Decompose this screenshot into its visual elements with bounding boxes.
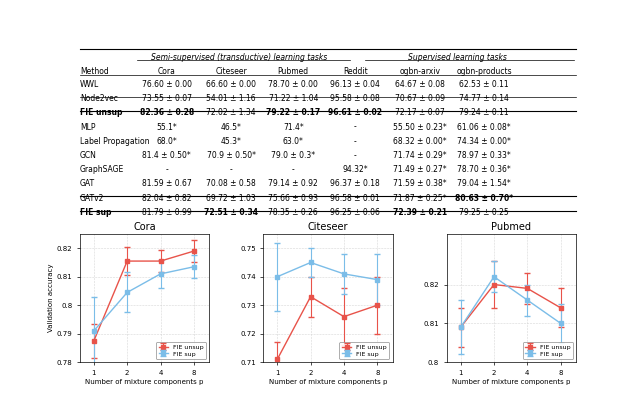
Text: 75.66 ± 0.93: 75.66 ± 0.93 bbox=[268, 194, 318, 203]
Text: 78.35 ± 0.26: 78.35 ± 0.26 bbox=[268, 208, 318, 217]
Text: 96.37 ± 0.18: 96.37 ± 0.18 bbox=[330, 179, 380, 188]
Text: Label Propagation: Label Propagation bbox=[80, 137, 150, 146]
Text: GraphSAGE: GraphSAGE bbox=[80, 165, 124, 174]
Text: 72.51 ± 0.34: 72.51 ± 0.34 bbox=[204, 208, 259, 217]
Text: 62.53 ± 0.11: 62.53 ± 0.11 bbox=[460, 80, 509, 89]
Text: GATv2: GATv2 bbox=[80, 194, 104, 203]
Text: 74.77 ± 0.14: 74.77 ± 0.14 bbox=[460, 94, 509, 103]
Text: ogbn-products: ogbn-products bbox=[456, 67, 512, 76]
Text: 79.25 ± 0.25: 79.25 ± 0.25 bbox=[460, 208, 509, 217]
Text: 64.67 ± 0.08: 64.67 ± 0.08 bbox=[395, 80, 445, 89]
Text: 71.87 ± 0.25*: 71.87 ± 0.25* bbox=[393, 194, 447, 203]
Text: 78.70 ± 0.36*: 78.70 ± 0.36* bbox=[458, 165, 511, 174]
Text: -: - bbox=[292, 165, 294, 174]
Text: 79.0 ± 0.3*: 79.0 ± 0.3* bbox=[271, 151, 316, 160]
Text: MLP: MLP bbox=[80, 123, 95, 131]
Text: -: - bbox=[354, 151, 356, 160]
Text: -: - bbox=[165, 165, 168, 174]
Text: FIE unsup: FIE unsup bbox=[80, 108, 122, 117]
Text: 95.58 ± 0.08: 95.58 ± 0.08 bbox=[330, 94, 380, 103]
Text: ogbn-arxiv: ogbn-arxiv bbox=[399, 67, 440, 76]
Text: Method: Method bbox=[80, 67, 109, 76]
Text: 74.34 ± 0.00*: 74.34 ± 0.00* bbox=[458, 137, 511, 146]
Text: 70.9 ± 0.50*: 70.9 ± 0.50* bbox=[207, 151, 256, 160]
Text: 79.04 ± 1.54*: 79.04 ± 1.54* bbox=[458, 179, 511, 188]
Text: 73.55 ± 0.07: 73.55 ± 0.07 bbox=[142, 94, 192, 103]
Text: -: - bbox=[354, 123, 356, 131]
Text: 96.25 ± 0.06: 96.25 ± 0.06 bbox=[330, 208, 380, 217]
Text: -: - bbox=[354, 137, 356, 146]
Text: 72.17 ± 0.07: 72.17 ± 0.07 bbox=[395, 108, 445, 117]
Y-axis label: Validation accuracy: Validation accuracy bbox=[48, 264, 54, 333]
Text: 45.3*: 45.3* bbox=[221, 137, 242, 146]
Text: 68.32 ± 0.00*: 68.32 ± 0.00* bbox=[393, 137, 447, 146]
Text: 79.22 ± 0.17: 79.22 ± 0.17 bbox=[266, 108, 321, 117]
Text: 66.60 ± 0.00: 66.60 ± 0.00 bbox=[206, 80, 256, 89]
Title: Citeseer: Citeseer bbox=[308, 222, 348, 232]
Text: Citeseer: Citeseer bbox=[216, 67, 247, 76]
X-axis label: Number of mixture components p: Number of mixture components p bbox=[269, 379, 387, 385]
Text: 82.36 ± 0.28: 82.36 ± 0.28 bbox=[140, 108, 194, 117]
Title: Pubmed: Pubmed bbox=[492, 222, 531, 232]
Text: 72.02 ± 1.34: 72.02 ± 1.34 bbox=[207, 108, 256, 117]
Text: 94.32*: 94.32* bbox=[342, 165, 368, 174]
Text: 96.58 ± 0.01: 96.58 ± 0.01 bbox=[330, 194, 380, 203]
Text: 46.5*: 46.5* bbox=[221, 123, 242, 131]
Text: 79.24 ± 0.11: 79.24 ± 0.11 bbox=[460, 108, 509, 117]
Text: Semi-supervised (transductive) learning tasks: Semi-supervised (transductive) learning … bbox=[150, 53, 327, 62]
Text: 71.22 ± 1.04: 71.22 ± 1.04 bbox=[269, 94, 318, 103]
Text: 76.60 ± 0.00: 76.60 ± 0.00 bbox=[142, 80, 192, 89]
Text: WWL: WWL bbox=[80, 80, 99, 89]
Text: -: - bbox=[230, 165, 233, 174]
Text: 69.72 ± 1.03: 69.72 ± 1.03 bbox=[207, 194, 256, 203]
Text: Reddit: Reddit bbox=[343, 67, 367, 76]
Text: 71.4*: 71.4* bbox=[283, 123, 303, 131]
Text: 61.06 ± 0.08*: 61.06 ± 0.08* bbox=[458, 123, 511, 131]
Text: GAT: GAT bbox=[80, 179, 95, 188]
Text: Node2vec: Node2vec bbox=[80, 94, 118, 103]
Text: 96.61 ± 0.02: 96.61 ± 0.02 bbox=[328, 108, 382, 117]
Text: 70.08 ± 0.58: 70.08 ± 0.58 bbox=[207, 179, 256, 188]
Title: Cora: Cora bbox=[133, 222, 156, 232]
Text: Cora: Cora bbox=[158, 67, 176, 76]
Legend: FIE unsup, FIE sup: FIE unsup, FIE sup bbox=[523, 342, 573, 359]
Legend: FIE unsup, FIE sup: FIE unsup, FIE sup bbox=[339, 342, 390, 359]
Text: 78.97 ± 0.33*: 78.97 ± 0.33* bbox=[458, 151, 511, 160]
Text: GCN: GCN bbox=[80, 151, 97, 160]
Text: 81.4 ± 0.50*: 81.4 ± 0.50* bbox=[143, 151, 191, 160]
Text: 55.50 ± 0.23*: 55.50 ± 0.23* bbox=[393, 123, 447, 131]
Text: 71.59 ± 0.38*: 71.59 ± 0.38* bbox=[393, 179, 447, 188]
X-axis label: Number of mixture components p: Number of mixture components p bbox=[452, 379, 571, 385]
Text: 71.74 ± 0.29*: 71.74 ± 0.29* bbox=[393, 151, 447, 160]
Text: Pubmed: Pubmed bbox=[278, 67, 309, 76]
Text: 78.70 ± 0.00: 78.70 ± 0.00 bbox=[268, 80, 318, 89]
Text: 68.0*: 68.0* bbox=[156, 137, 177, 146]
X-axis label: Number of mixture components p: Number of mixture components p bbox=[85, 379, 204, 385]
Text: Supervised learning tasks: Supervised learning tasks bbox=[408, 53, 506, 62]
Text: 71.49 ± 0.27*: 71.49 ± 0.27* bbox=[393, 165, 447, 174]
Text: 96.13 ± 0.04: 96.13 ± 0.04 bbox=[330, 80, 380, 89]
Text: 81.79 ± 0.99: 81.79 ± 0.99 bbox=[142, 208, 191, 217]
Text: FIE sup: FIE sup bbox=[80, 208, 111, 217]
Text: 79.14 ± 0.92: 79.14 ± 0.92 bbox=[268, 179, 318, 188]
Text: 63.0*: 63.0* bbox=[283, 137, 304, 146]
Text: 80.63 ± 0.70*: 80.63 ± 0.70* bbox=[455, 194, 513, 203]
Text: 54.01 ± 1.16: 54.01 ± 1.16 bbox=[207, 94, 256, 103]
Legend: FIE unsup, FIE sup: FIE unsup, FIE sup bbox=[156, 342, 206, 359]
Text: 55.1*: 55.1* bbox=[156, 123, 177, 131]
Text: 82.04 ± 0.82: 82.04 ± 0.82 bbox=[142, 194, 191, 203]
Text: 70.67 ± 0.09: 70.67 ± 0.09 bbox=[395, 94, 445, 103]
Text: 81.59 ± 0.67: 81.59 ± 0.67 bbox=[142, 179, 191, 188]
Text: 72.39 ± 0.21: 72.39 ± 0.21 bbox=[393, 208, 447, 217]
